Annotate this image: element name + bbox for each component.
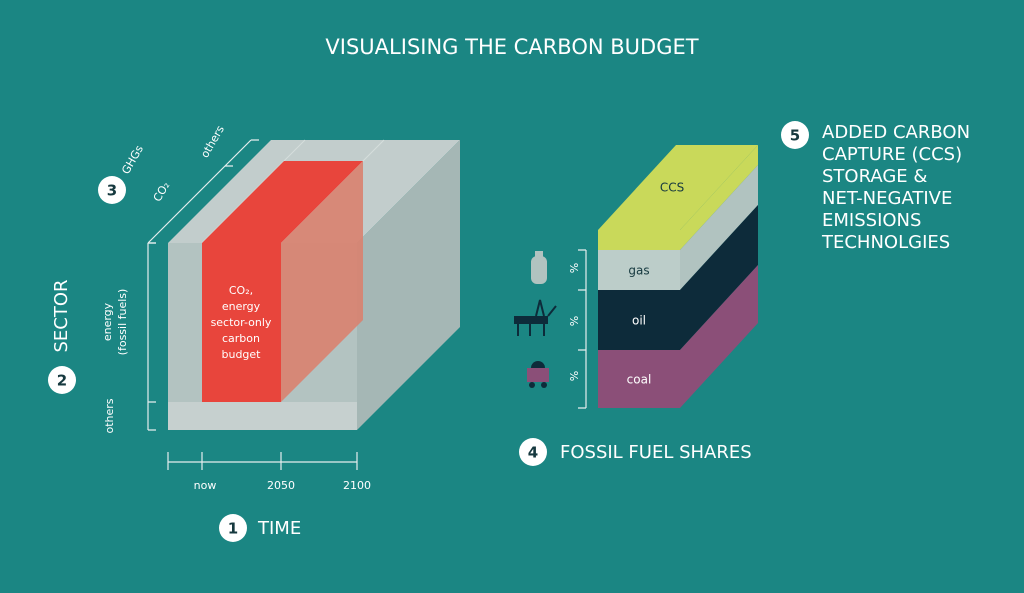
time-tick: 2100 (343, 479, 371, 492)
budget-front (202, 243, 281, 402)
gas-label: GHGs (119, 143, 146, 177)
coal-cart (527, 368, 549, 382)
gas-valve (535, 251, 543, 257)
gas-label: CO₂ (151, 180, 173, 204)
layer-label: coal (627, 373, 652, 387)
title: VISUALISING THE CARBON BUDGET (325, 35, 698, 59)
time-tick: now (194, 479, 217, 492)
share-mark: % (568, 263, 581, 273)
cart-wheel (541, 382, 547, 388)
oil-front (598, 290, 680, 350)
sector-label: others (103, 398, 116, 433)
step-number: 1 (228, 520, 238, 538)
coal-side (680, 265, 758, 408)
coal-icon (527, 361, 549, 388)
step-label: ADDED CARBON (822, 122, 970, 143)
ccs-front (598, 230, 680, 250)
gas-axis (147, 139, 259, 244)
budget-text: sector-only (211, 316, 272, 329)
gas-front (598, 250, 680, 290)
layer-label: gas (628, 264, 649, 278)
budget-text: energy (222, 300, 261, 313)
rig-frame (517, 299, 557, 336)
sector-label: (fossil fuels) (116, 289, 129, 356)
sector-label: energy (101, 302, 114, 341)
budget-text: budget (222, 348, 262, 361)
budget-text: CO₂, (229, 284, 253, 297)
step-number: 2 (57, 372, 67, 390)
step-badge (519, 438, 547, 466)
step-label: STORAGE & (822, 166, 927, 187)
step-number: 3 (107, 182, 117, 200)
step-number: 4 (528, 444, 538, 462)
oil-side (680, 205, 758, 350)
step-label: TECHNOLGIES (821, 232, 950, 253)
sector-axis (147, 242, 156, 431)
layer-label: CCS (660, 181, 684, 195)
gas-label: others (198, 123, 227, 160)
rig-deck (514, 316, 548, 324)
gas-icon (531, 251, 547, 284)
budget-text: carbon (222, 332, 260, 345)
ccs-side (680, 145, 758, 250)
share-mark: % (568, 316, 581, 326)
step-badge (98, 176, 126, 204)
step-badge (219, 514, 247, 542)
step-label: NET-NEGATIVE (822, 188, 952, 209)
gas-cylinder (531, 256, 547, 284)
step-label: SECTOR (51, 279, 72, 352)
oil-icon (514, 299, 557, 336)
layer-label: oil (632, 314, 646, 328)
step-label: FOSSIL FUEL SHARES (560, 442, 752, 463)
budget-top (202, 161, 363, 243)
cube-side (357, 140, 460, 430)
step-label: CAPTURE (CCS) (822, 144, 962, 165)
share-bracket (578, 249, 587, 409)
step-label: EMISSIONS (822, 210, 921, 231)
share-mark: % (568, 371, 581, 381)
ccs-top (598, 145, 758, 230)
time-axis (167, 452, 358, 470)
step-badge (48, 366, 76, 394)
step-badge (781, 121, 809, 149)
cart-wheel (529, 382, 535, 388)
gas-side (680, 165, 758, 290)
step-label: TIME (257, 518, 301, 539)
cube-others-strip (168, 402, 357, 430)
budget-depth (281, 161, 363, 402)
step-number: 5 (790, 127, 800, 145)
coal-front (598, 350, 680, 408)
time-tick: 2050 (267, 479, 295, 492)
